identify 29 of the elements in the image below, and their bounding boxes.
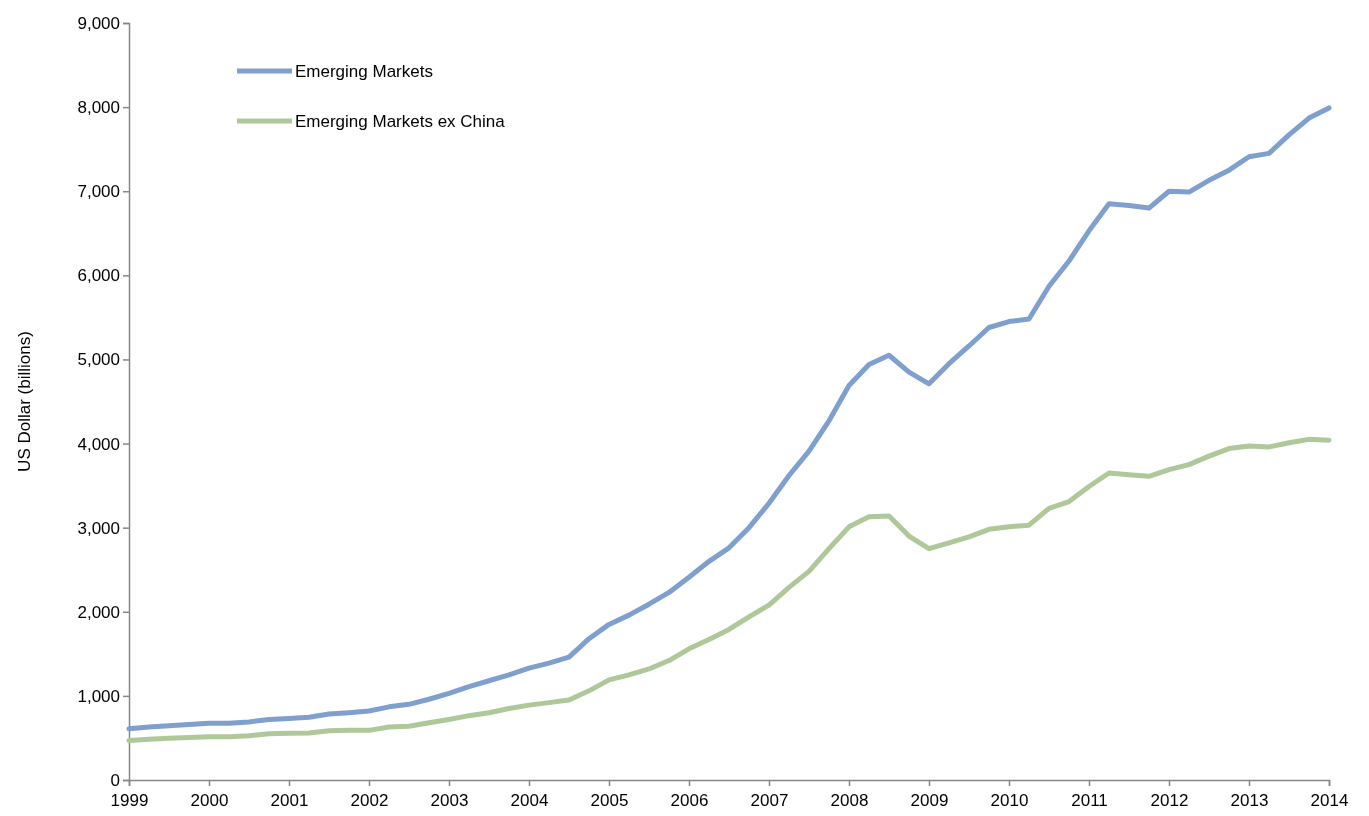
y-tick-label: 8,000 [77,98,120,118]
y-tick-label: 3,000 [77,518,120,538]
x-tick-label: 2014 [1310,791,1349,810]
x-tick-label: 2013 [1230,791,1269,810]
legend-label: Emerging Markets ex China [295,111,506,131]
y-tick-label: 6,000 [77,266,120,286]
x-tick-label: 2000 [190,791,229,810]
x-tick-label: 2006 [670,791,709,810]
y-tick-label: 5,000 [77,350,120,370]
x-tick-label: 2010 [990,791,1029,810]
x-tick-label: 2002 [350,791,389,810]
y-tick-label: 7,000 [77,182,120,202]
y-tick-label: 9,000 [77,13,120,33]
y-tick-label: 4,000 [77,434,120,454]
legend-label: Emerging Markets [295,61,433,81]
x-tick-label: 2003 [430,791,469,810]
x-tick-label: 2008 [830,791,869,810]
x-tick-label: 2012 [1150,791,1189,810]
x-tick-label: 2001 [270,791,309,810]
y-tick-label: 1,000 [77,686,120,706]
y-tick-label: 2,000 [77,602,120,622]
y-tick-label: 0 [110,770,120,790]
x-tick-label: 2005 [590,791,629,810]
x-tick-label: 2007 [750,791,789,810]
y-axis-title: US Dollar (billions) [15,331,34,472]
x-tick-label: 1999 [110,791,149,810]
x-tick-label: 2004 [510,791,549,810]
x-tick-label: 2011 [1071,791,1108,810]
x-tick-label: 2009 [910,791,949,810]
